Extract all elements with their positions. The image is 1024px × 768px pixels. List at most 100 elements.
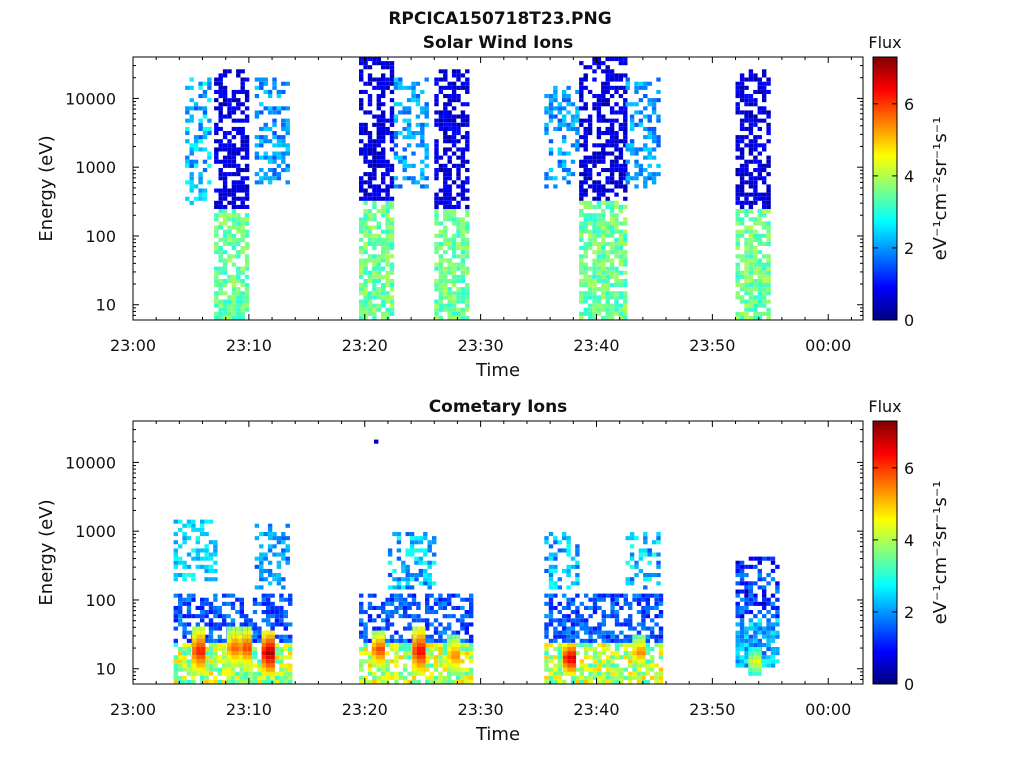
heatmap-cell [214,250,219,255]
heatmap-cell [276,139,282,144]
heatmap-cell [579,601,584,606]
heatmap-cell [614,618,620,623]
heatmap-cell [434,192,439,197]
heatmap-cell [614,110,619,115]
heatmap-cell [596,180,602,185]
heatmap-cell [281,577,286,582]
heatmap-cell [638,168,644,173]
heatmap-cell [579,106,584,111]
heatmap-cell [447,270,452,275]
heatmap-cell [381,172,386,177]
heatmap-cell [405,568,410,573]
heatmap-cell [544,540,549,545]
heatmap-cell [252,597,258,602]
heatmap-cell [614,291,619,296]
heatmap-cell [403,614,408,619]
heatmap-cell [231,651,236,656]
heatmap-cell [601,651,606,656]
heatmap-cell [226,655,232,660]
heatmap-cell [208,556,214,561]
heatmap-cell [456,291,461,296]
heatmap-cell [359,667,364,672]
heatmap-cell [427,577,432,582]
heatmap-cell [614,610,620,615]
heatmap-cell [447,626,452,631]
heatmap-cell [766,573,771,578]
heatmap-cell [447,667,452,672]
heatmap-cell [385,278,390,283]
heatmap-cell [775,597,780,602]
heatmap-cell [456,122,461,127]
heatmap-cell [276,106,282,111]
heatmap-cell [748,94,754,99]
heatmap-cell [204,532,209,537]
heatmap-cell [625,536,630,541]
heatmap-cell [744,647,749,652]
heatmap-cell [403,638,408,643]
heatmap-cell [367,258,373,263]
heatmap-cell [222,73,228,78]
heatmap-cell [766,131,771,136]
heatmap-cell [583,102,588,107]
heatmap-cell [218,139,223,144]
heatmap-cell [460,102,466,107]
heatmap-cell [596,225,602,230]
heatmap-cell [204,675,209,680]
heatmap-cell [735,630,740,635]
heatmap-cell [389,110,395,115]
heatmap-cell [240,200,245,205]
heatmap-cell [425,618,430,623]
heatmap-cell [744,315,749,320]
heatmap-cell [623,196,628,201]
heatmap-cell [192,655,197,660]
heatmap-cell [451,106,457,111]
heatmap-cell [363,241,368,246]
heatmap-cell [609,106,615,111]
heatmap-cell [270,642,275,647]
heatmap-cell [392,585,397,590]
heatmap-cell [239,671,244,676]
heatmap-cell [393,135,399,140]
heatmap-cell [762,585,767,590]
heatmap-cell [456,278,461,283]
heatmap-cell [227,233,232,238]
heatmap-cell [739,638,745,643]
heatmap-cell [394,675,399,680]
heatmap-cell [240,278,245,283]
heatmap-cell [427,581,432,586]
heatmap-cell [601,69,606,74]
heatmap-cell [748,626,754,631]
heatmap-cell [748,303,754,308]
heatmap-cell [372,139,377,144]
heatmap-cell [266,622,271,627]
heatmap-cell [447,601,452,606]
heatmap-cell [226,663,232,668]
heatmap-cell [757,126,762,131]
heatmap-cell [601,642,606,647]
heatmap-cell [557,126,562,131]
heatmap-cell [451,98,457,103]
heatmap-cell [645,634,650,639]
heatmap-cell [619,642,624,647]
colorbar-label: eV⁻¹cm⁻²sr⁻¹s⁻¹ [930,117,951,261]
heatmap-cell [443,250,448,255]
heatmap-cell [623,57,628,62]
heatmap-cell [638,556,644,561]
heatmap-cell [748,102,754,107]
heatmap-cell [628,638,633,643]
heatmap-cell [451,254,457,259]
heatmap-cell [614,303,619,308]
heatmap-cell [207,180,212,185]
heatmap-cell [583,311,588,316]
heatmap-cell [374,439,379,444]
heatmap-cell [583,241,588,246]
x-tick-label: 23:40 [573,700,619,719]
heatmap-cell [227,229,232,234]
heatmap-cell [748,246,754,251]
heatmap-cell [735,647,740,652]
heatmap-cell [579,246,584,251]
heatmap-cell [266,671,271,676]
heatmap-cell [748,118,754,123]
heatmap-cell [443,204,448,209]
heatmap-cell [263,155,268,160]
